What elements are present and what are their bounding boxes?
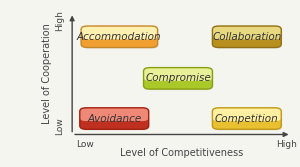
- Text: High: High: [276, 140, 297, 149]
- FancyBboxPatch shape: [82, 27, 159, 49]
- Text: Competition: Competition: [215, 114, 279, 124]
- FancyBboxPatch shape: [144, 68, 212, 81]
- FancyBboxPatch shape: [213, 109, 282, 130]
- Text: Level of Competitiveness: Level of Competitiveness: [120, 148, 243, 158]
- Text: Low: Low: [76, 140, 94, 149]
- Text: Compromise: Compromise: [145, 73, 211, 83]
- FancyBboxPatch shape: [80, 108, 148, 121]
- Text: Level of Cooperation: Level of Cooperation: [42, 23, 52, 124]
- FancyBboxPatch shape: [212, 108, 281, 121]
- Text: Collaboration: Collaboration: [212, 32, 281, 42]
- FancyBboxPatch shape: [212, 26, 281, 39]
- FancyBboxPatch shape: [145, 69, 213, 90]
- FancyBboxPatch shape: [212, 108, 281, 129]
- FancyBboxPatch shape: [81, 109, 150, 130]
- Text: Avoidance: Avoidance: [87, 114, 141, 124]
- FancyBboxPatch shape: [80, 108, 148, 129]
- Text: Accommodation: Accommodation: [77, 32, 162, 42]
- Text: High: High: [56, 10, 64, 31]
- FancyBboxPatch shape: [81, 26, 158, 47]
- FancyBboxPatch shape: [144, 68, 212, 89]
- Text: Low: Low: [56, 117, 64, 135]
- FancyBboxPatch shape: [212, 26, 281, 47]
- FancyBboxPatch shape: [213, 27, 282, 49]
- FancyBboxPatch shape: [81, 26, 158, 39]
